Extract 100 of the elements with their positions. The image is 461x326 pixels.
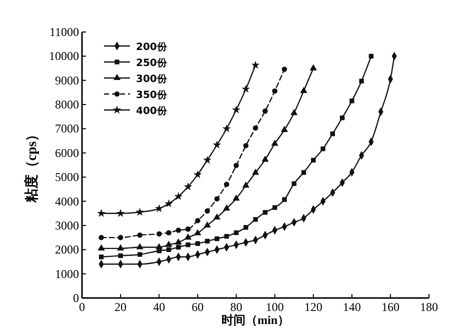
point [195,218,200,224]
point [137,252,142,257]
point [223,204,230,211]
x-tick-label: 40 [153,300,166,314]
point [98,244,105,250]
point [242,181,250,188]
point [176,244,181,250]
point [164,199,173,208]
point [251,60,260,69]
point [98,254,104,260]
point [165,240,172,247]
point [271,140,278,146]
y-tick-label: 8000 [55,98,79,112]
point [166,230,172,236]
point [350,98,354,104]
point [214,196,220,202]
y-axis-title: 粘度（cps） [23,127,40,204]
point [154,204,164,212]
legend-label: 400份 [136,105,168,117]
point [174,238,182,244]
point [330,131,335,136]
y-tick-label: 3000 [55,218,79,232]
y-tick-label: 11000 [49,25,79,39]
point [242,84,250,93]
point [116,244,124,250]
point [137,232,142,238]
point [116,208,125,217]
point [212,140,222,149]
point [204,238,210,244]
legend-label: 300份 [136,73,168,85]
point [213,213,221,220]
point [243,143,249,148]
point [368,54,374,59]
point [166,247,172,252]
point [118,253,123,258]
x-tick-label: 80 [230,300,242,314]
point [97,208,106,217]
point [280,126,288,132]
point [174,192,183,200]
point [310,64,317,70]
point [262,156,269,162]
x-tick-label: 20 [114,300,127,314]
point [176,228,182,233]
point [98,234,104,240]
point [203,156,212,164]
point [224,182,230,187]
point [214,236,220,242]
point [252,168,260,175]
legend-label: 250份 [136,57,168,69]
point [232,105,240,114]
y-tick-label: 10000 [49,49,79,64]
point [118,234,124,240]
y-tick-label: 6000 [55,146,79,160]
point [282,66,288,72]
legend-label: 350份 [136,89,168,101]
point [359,78,364,84]
point [156,231,162,237]
point [222,124,231,132]
point [244,225,248,230]
point [310,158,316,163]
y-tick-label: 5000 [55,170,79,184]
point [156,243,163,250]
point [193,170,202,178]
point [204,221,211,228]
point [272,88,278,94]
point [301,170,306,175]
y-tick-label: 4000 [55,194,79,208]
point [262,108,268,114]
point [184,233,192,240]
legend-label: 200份 [136,41,168,53]
point [253,217,258,222]
point [290,108,298,116]
x-tick-label: 180 [420,300,438,314]
x-tick-label: 160 [381,300,400,314]
point [262,210,268,215]
point [232,194,240,201]
point [195,241,200,246]
point [136,243,144,250]
point [194,229,202,236]
point [272,205,278,210]
point [204,208,210,214]
point [185,226,191,232]
x-axis-title: 时间（min） [221,313,290,326]
x-tick-label: 60 [192,300,204,314]
point [224,234,229,239]
point [320,146,326,152]
y-tick-label: 2000 [55,242,79,257]
point [234,162,239,168]
point [234,230,239,236]
point [292,181,296,186]
y-tick-label: 7000 [55,122,79,136]
x-tick-label: 120 [304,300,322,314]
point [300,86,308,94]
x-tick-label: 100 [266,300,284,314]
point [340,116,345,120]
y-tick-label: 1000 [55,266,79,281]
point [186,242,190,248]
point [252,125,258,131]
y-tick-label: 9000 [55,73,79,88]
x-tick-label: 140 [342,300,361,314]
